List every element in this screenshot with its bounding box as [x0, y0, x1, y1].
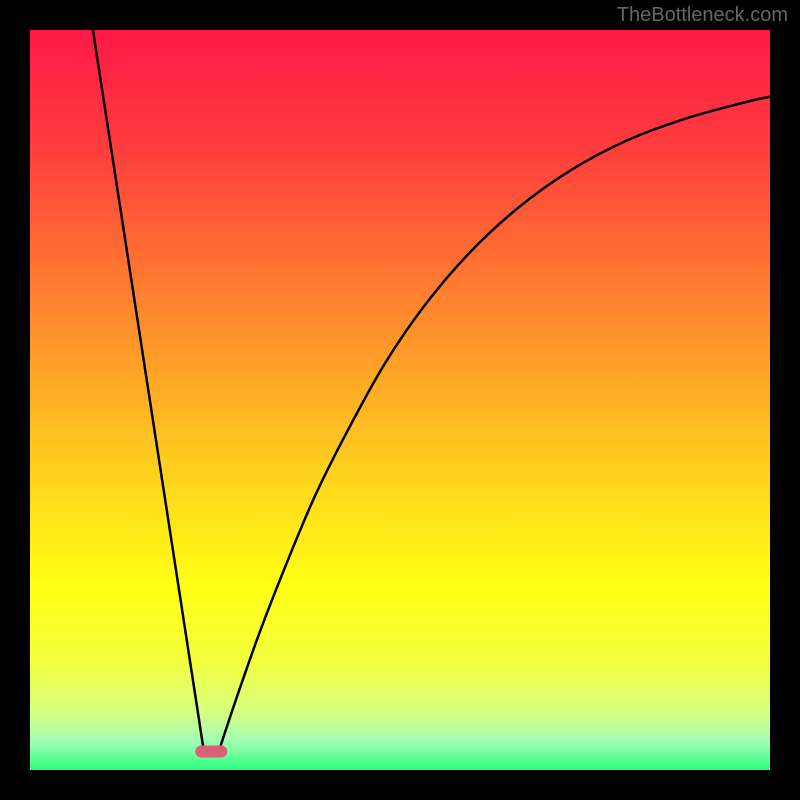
- watermark-text: TheBottleneck.com: [617, 4, 788, 27]
- minimum-marker: [195, 746, 227, 758]
- bottleneck-chart: TheBottleneck.com: [0, 0, 800, 800]
- chart-svg: [0, 0, 800, 800]
- plot-background: [30, 30, 770, 770]
